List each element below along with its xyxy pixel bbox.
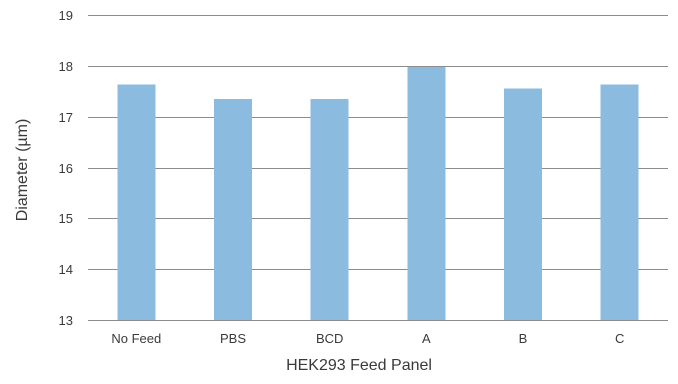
y-tick-label: 13 — [59, 313, 73, 328]
x-tick-label: BCD — [316, 331, 343, 346]
y-tick-label: 16 — [59, 161, 73, 176]
bar-bcd — [310, 98, 349, 320]
x-tick-label: PBS — [220, 331, 246, 346]
x-tick-label: A — [422, 331, 431, 346]
gridlines — [88, 15, 668, 321]
x-tick-label: B — [519, 331, 528, 346]
y-tick-label: 19 — [59, 8, 73, 23]
bar-b — [504, 88, 542, 320]
y-axis-title: Diameter (µm) — [14, 119, 31, 222]
bar-no-feed — [117, 84, 156, 321]
y-tick-label: 17 — [59, 110, 73, 125]
x-tick-label: C — [615, 331, 624, 346]
bar-a — [407, 66, 446, 320]
bar-pbs — [214, 98, 252, 320]
y-tick-label: 14 — [59, 262, 73, 277]
x-axis-title: HEK293 Feed Panel — [286, 357, 432, 374]
y-tick-label: 18 — [59, 59, 73, 74]
y-tick-label: 15 — [59, 211, 73, 226]
bar-c — [600, 84, 639, 321]
y-axis-ticks: 13 14 15 16 17 18 19 — [59, 8, 73, 328]
x-axis-ticks: No Feed PBS BCD A B C — [111, 331, 624, 346]
x-tick-label: No Feed — [111, 331, 161, 346]
bars — [117, 66, 639, 321]
